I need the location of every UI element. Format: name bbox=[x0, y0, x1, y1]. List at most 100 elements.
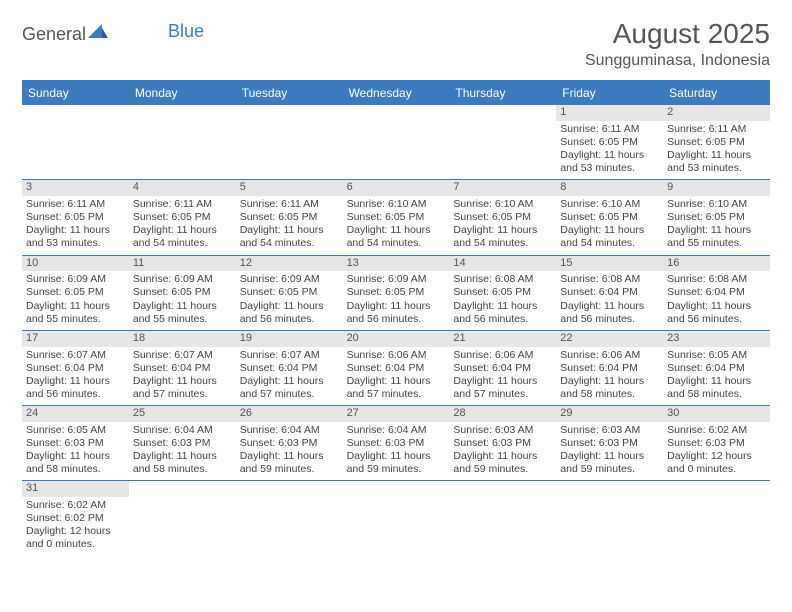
sunrise-text: Sunrise: 6:05 AM bbox=[667, 349, 766, 362]
sunset-text: Sunset: 6:05 PM bbox=[667, 211, 766, 224]
day-cell: 26 Sunrise: 6:04 AMSunset: 6:03 PMDayligh… bbox=[236, 406, 343, 481]
sunrise-text: Sunrise: 6:04 AM bbox=[347, 424, 446, 437]
blank-cell bbox=[22, 105, 129, 180]
sunrise-text: Sunrise: 6:11 AM bbox=[26, 198, 125, 211]
dayhead-monday: Monday bbox=[129, 81, 236, 105]
day-cell: 7Sunrise: 6:10 AMSunset: 6:05 PMDaylight… bbox=[449, 180, 556, 255]
sunset-text: Sunset: 6:05 PM bbox=[240, 211, 339, 224]
sunrise-text: Sunrise: 6:11 AM bbox=[133, 198, 232, 211]
day-number: 21 bbox=[449, 331, 556, 347]
day-cell: 14Sunrise: 6:08 AMSunset: 6:05 PMDayligh… bbox=[449, 256, 556, 331]
sunset-text: Sunset: 6:05 PM bbox=[453, 211, 552, 224]
sunset-text: Sunset: 6:05 PM bbox=[347, 286, 446, 299]
blank-cell bbox=[129, 105, 236, 180]
day-cell: 17Sunrise: 6:07 AMSunset: 6:04 PMDayligh… bbox=[22, 331, 129, 406]
sunset-text: Sunset: 6:05 PM bbox=[133, 211, 232, 224]
sail-icon bbox=[88, 24, 108, 45]
day-cell: 12Sunrise: 6:09 AMSunset: 6:05 PMDayligh… bbox=[236, 256, 343, 331]
day-number: 13 bbox=[343, 256, 450, 272]
daylight-text: Daylight: 11 hours and 56 minutes. bbox=[453, 300, 552, 326]
day-cell: 18Sunrise: 6:07 AMSunset: 6:04 PMDayligh… bbox=[129, 331, 236, 406]
sunset-text: Sunset: 6:03 PM bbox=[240, 437, 339, 450]
sunrise-text: Sunrise: 6:07 AM bbox=[26, 349, 125, 362]
title-block: August 2025 Sungguminasa, Indonesia bbox=[585, 18, 770, 70]
sunset-text: Sunset: 6:05 PM bbox=[560, 211, 659, 224]
daylight-text: Daylight: 11 hours and 59 minutes. bbox=[240, 450, 339, 476]
daylight-text: Daylight: 11 hours and 53 minutes. bbox=[560, 149, 659, 175]
sunrise-text: Sunrise: 6:06 AM bbox=[347, 349, 446, 362]
daylight-text: Daylight: 11 hours and 55 minutes. bbox=[133, 300, 232, 326]
daylight-text: Daylight: 11 hours and 53 minutes. bbox=[667, 149, 766, 175]
blank-cell bbox=[449, 105, 556, 180]
sunrise-text: Sunrise: 6:08 AM bbox=[453, 273, 552, 286]
sunrise-text: Sunrise: 6:07 AM bbox=[133, 349, 232, 362]
sunrise-text: Sunrise: 6:06 AM bbox=[560, 349, 659, 362]
sunrise-text: Sunrise: 6:09 AM bbox=[26, 273, 125, 286]
daylight-text: Daylight: 11 hours and 59 minutes. bbox=[453, 450, 552, 476]
sunset-text: Sunset: 6:04 PM bbox=[667, 362, 766, 375]
daylight-text: Daylight: 11 hours and 59 minutes. bbox=[347, 450, 446, 476]
day-cell: 23 Sunrise: 6:05 AMSunset: 6:04 PMDayligh… bbox=[663, 331, 770, 406]
day-cell: 11Sunrise: 6:09 AMSunset: 6:05 PMDayligh… bbox=[129, 256, 236, 331]
blank-cell bbox=[449, 481, 556, 555]
month-title: August 2025 bbox=[585, 18, 770, 50]
sunset-text: Sunset: 6:03 PM bbox=[667, 437, 766, 450]
day-number: 25 bbox=[129, 406, 236, 422]
sunrise-text: Sunrise: 6:10 AM bbox=[453, 198, 552, 211]
sunrise-text: Sunrise: 6:10 AM bbox=[560, 198, 659, 211]
sunrise-text: Sunrise: 6:06 AM bbox=[453, 349, 552, 362]
daylight-text: Daylight: 11 hours and 56 minutes. bbox=[667, 300, 766, 326]
sunset-text: Sunset: 6:05 PM bbox=[240, 286, 339, 299]
sunrise-text: Sunrise: 6:04 AM bbox=[133, 424, 232, 437]
sunrise-text: Sunrise: 6:07 AM bbox=[240, 349, 339, 362]
sunrise-text: Sunrise: 6:11 AM bbox=[667, 123, 766, 136]
sunset-text: Sunset: 6:03 PM bbox=[133, 437, 232, 450]
daylight-text: Daylight: 11 hours and 58 minutes. bbox=[133, 450, 232, 476]
sunrise-text: Sunrise: 6:08 AM bbox=[560, 273, 659, 286]
day-number: 20 bbox=[343, 331, 450, 347]
dayhead-friday: Friday bbox=[556, 81, 663, 105]
sunset-text: Sunset: 6:05 PM bbox=[26, 286, 125, 299]
sunset-text: Sunset: 6:05 PM bbox=[667, 136, 766, 149]
daylight-text: Daylight: 11 hours and 54 minutes. bbox=[453, 224, 552, 250]
blank-cell bbox=[663, 481, 770, 555]
sunset-text: Sunset: 6:03 PM bbox=[347, 437, 446, 450]
day-cell: 21Sunrise: 6:06 AMSunset: 6:04 PMDayligh… bbox=[449, 331, 556, 406]
day-number: 1 bbox=[556, 105, 663, 121]
logo-text-1: General bbox=[22, 24, 86, 45]
sunset-text: Sunset: 6:04 PM bbox=[240, 362, 339, 375]
day-number: 9 bbox=[663, 180, 770, 196]
day-number: 28 bbox=[449, 406, 556, 422]
daylight-text: Daylight: 11 hours and 58 minutes. bbox=[667, 375, 766, 401]
sunset-text: Sunset: 6:04 PM bbox=[133, 362, 232, 375]
sunrise-text: Sunrise: 6:10 AM bbox=[667, 198, 766, 211]
day-cell: 28Sunrise: 6:03 AMSunset: 6:03 PMDayligh… bbox=[449, 406, 556, 481]
sunset-text: Sunset: 6:05 PM bbox=[133, 286, 232, 299]
daylight-text: Daylight: 11 hours and 54 minutes. bbox=[240, 224, 339, 250]
daylight-text: Daylight: 11 hours and 57 minutes. bbox=[347, 375, 446, 401]
sunrise-text: Sunrise: 6:02 AM bbox=[26, 499, 125, 512]
sunset-text: Sunset: 6:04 PM bbox=[560, 362, 659, 375]
day-number: 14 bbox=[449, 256, 556, 272]
daylight-text: Daylight: 11 hours and 56 minutes. bbox=[240, 300, 339, 326]
dayhead-thursday: Thursday bbox=[449, 81, 556, 105]
day-number: 26 bbox=[236, 406, 343, 422]
sunset-text: Sunset: 6:05 PM bbox=[560, 136, 659, 149]
day-number: 31 bbox=[22, 481, 129, 497]
day-number: 3 bbox=[22, 180, 129, 196]
sunrise-text: Sunrise: 6:09 AM bbox=[240, 273, 339, 286]
daylight-text: Daylight: 12 hours and 0 minutes. bbox=[667, 450, 766, 476]
sunset-text: Sunset: 6:04 PM bbox=[453, 362, 552, 375]
day-number: 23 bbox=[663, 331, 770, 347]
dayhead-tuesday: Tuesday bbox=[236, 81, 343, 105]
day-cell: 22Sunrise: 6:06 AMSunset: 6:04 PMDayligh… bbox=[556, 331, 663, 406]
blank-cell bbox=[236, 105, 343, 180]
calendar-grid: SundayMondayTuesdayWednesdayThursdayFrid… bbox=[22, 80, 770, 556]
day-cell: 13Sunrise: 6:09 AMSunset: 6:05 PMDayligh… bbox=[343, 256, 450, 331]
logo-text-2: Blue bbox=[168, 21, 204, 42]
day-cell: 6Sunrise: 6:10 AMSunset: 6:05 PMDaylight… bbox=[343, 180, 450, 255]
day-cell: 24Sunrise: 6:05 AMSunset: 6:03 PMDayligh… bbox=[22, 406, 129, 481]
daylight-text: Daylight: 11 hours and 55 minutes. bbox=[667, 224, 766, 250]
day-cell: 2Sunrise: 6:11 AMSunset: 6:05 PMDaylight… bbox=[663, 105, 770, 180]
sunrise-text: Sunrise: 6:04 AM bbox=[240, 424, 339, 437]
